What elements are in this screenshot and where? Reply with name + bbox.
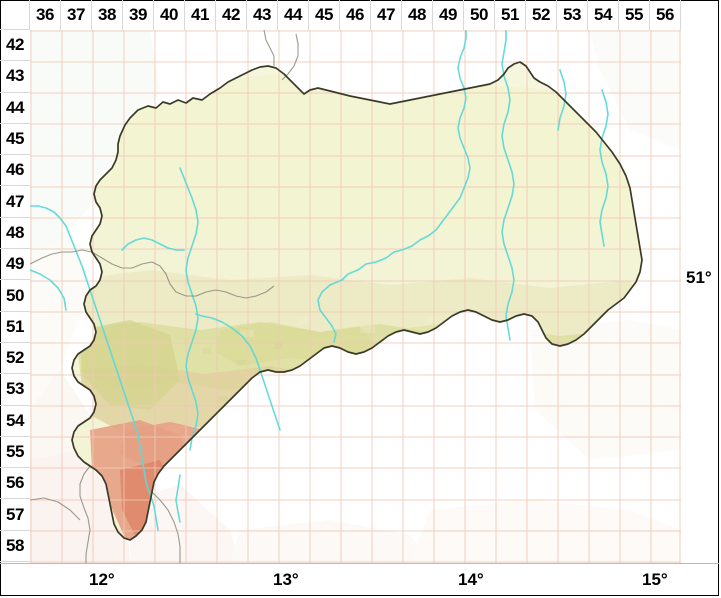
grid-column-label-36: 36 <box>30 0 61 30</box>
saxony-state-border <box>71 61 643 541</box>
column-header-row: 36 37 38 39 40 41 42 43 44 45 46 47 48 49 50 51 52 53 54 55… <box>0 0 719 30</box>
map-plot-area[interactable] <box>30 30 681 563</box>
grid-column-label-42: 42 <box>216 0 247 30</box>
grid-column-label-40: 40 <box>154 0 185 30</box>
longitude-label-3: 15° <box>642 570 668 589</box>
grid-row-label-54: 54 <box>0 406 30 437</box>
grid-row-label-51: 51 <box>0 312 30 343</box>
axis-rule <box>0 563 719 564</box>
grid-row-label-57: 57 <box>0 500 30 531</box>
grid-row-label-52: 52 <box>0 343 30 375</box>
grid-column-label-45: 45 <box>309 0 340 30</box>
grid-row-label-56: 56 <box>0 468 30 500</box>
grid-column-label-41: 41 <box>185 0 216 30</box>
grid-row-label-49: 49 <box>0 249 30 281</box>
longitude-label-0: 12° <box>89 570 115 589</box>
latitude-label-right: 51° <box>686 268 712 287</box>
grid-column-label-56: 56 <box>650 0 681 30</box>
longitude-label-2: 14° <box>458 570 484 589</box>
longitude-label-1: 13° <box>273 570 299 589</box>
grid-column-label-51: 51 <box>495 0 526 30</box>
grid-column-label-53: 53 <box>557 0 588 30</box>
grid-column-label-52: 52 <box>526 0 557 30</box>
grid-row-label-42: 42 <box>0 30 30 62</box>
grid-column-label-55: 55 <box>619 0 650 30</box>
grid-row-label-58: 58 <box>0 531 30 563</box>
grid-row-label-46: 46 <box>0 155 30 187</box>
grid-column-label-54: 54 <box>588 0 619 30</box>
grid-row-label-45: 45 <box>0 124 30 156</box>
grid-column-label-46: 46 <box>340 0 371 30</box>
map-graphic <box>30 30 681 563</box>
grid-column-label-37: 37 <box>61 0 92 30</box>
grid-column-label-49: 49 <box>433 0 464 30</box>
row-header-column: 42 43 44 45 46 47 48 49 50 51 52 53 54 55 56 57 58 <box>0 30 30 563</box>
grid-row-label-43: 43 <box>0 61 30 93</box>
longitude-axis: 12° 13° 14° 15° <box>0 563 719 596</box>
grid-column-label-39: 39 <box>123 0 154 30</box>
grid-column-label-48: 48 <box>402 0 433 30</box>
grid-row-label-53: 53 <box>0 374 30 406</box>
grid-column-label-38: 38 <box>92 0 123 30</box>
grid-row-label-50: 50 <box>0 280 30 312</box>
grid-row-label-44: 44 <box>0 93 30 124</box>
grid-row-label-47: 47 <box>0 187 30 218</box>
rivers <box>30 30 609 531</box>
neighbor-borders <box>30 30 299 563</box>
grid-row-label-55: 55 <box>0 437 30 469</box>
grid-column-label-47: 47 <box>371 0 402 30</box>
grid-column-label-44: 44 <box>278 0 309 30</box>
grid-column-label-50: 50 <box>464 0 495 30</box>
grid-row-label-48: 48 <box>0 218 30 250</box>
grid-lines <box>30 30 681 563</box>
grid-column-label-43: 43 <box>247 0 278 30</box>
grid-corner-cell <box>0 0 30 30</box>
